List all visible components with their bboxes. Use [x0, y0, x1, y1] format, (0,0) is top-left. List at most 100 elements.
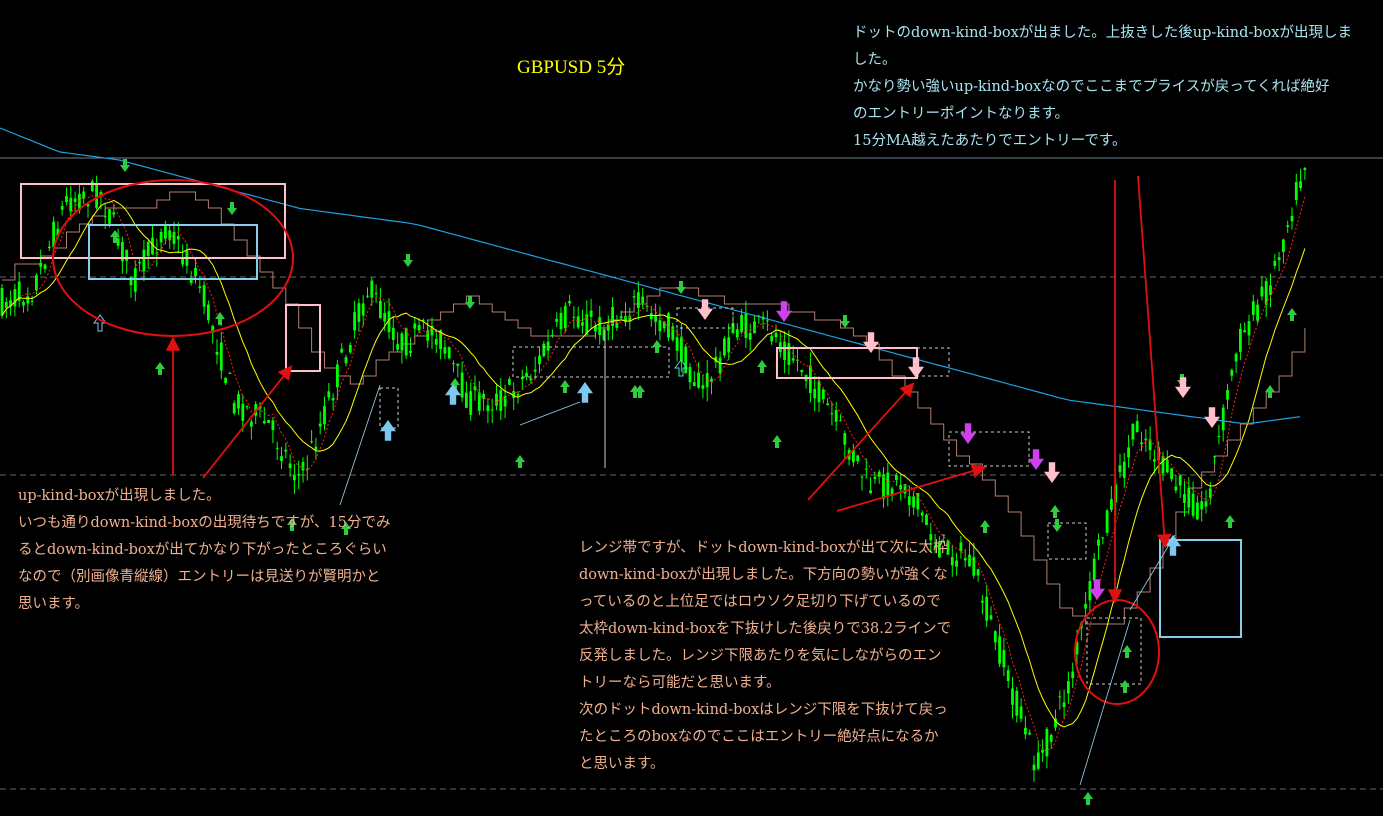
note-line: 太枠down-kind-boxを下抜けした後戻りで38.2ラインで [579, 621, 952, 637]
candle-body [972, 556, 976, 576]
candle-body [796, 359, 799, 361]
candle-body [1075, 642, 1079, 655]
candle-body [224, 377, 227, 384]
candle-body [1140, 442, 1143, 445]
candle-body [348, 344, 352, 353]
candle-body [271, 420, 275, 431]
candle-body [112, 212, 116, 215]
candle-body [744, 313, 748, 338]
candle-body [624, 315, 627, 323]
candle-body [35, 275, 38, 291]
candle-body [0, 288, 4, 316]
candle-body [585, 314, 589, 335]
candle-body [1217, 435, 1221, 437]
down-signal-arrow-icon [908, 357, 924, 378]
candle-body [581, 322, 584, 326]
candle-body [73, 198, 77, 203]
magenta-down-arrow-icon [960, 423, 976, 444]
chart-title: GBPUSD 5分 [517, 57, 626, 78]
candle-body [619, 316, 623, 319]
candle-body [839, 420, 842, 422]
candle-body [198, 286, 202, 288]
candle-body [864, 468, 868, 470]
dotted-kind-box [1047, 522, 1087, 560]
up-signal-arrow-icon [445, 384, 461, 405]
down-signal-arrow-icon [697, 299, 713, 320]
candle-body [181, 257, 184, 265]
note-line: たところのboxなのでここはエントリー絶好点になるか [579, 729, 939, 745]
candle-body [374, 293, 378, 295]
candle-body [598, 317, 602, 336]
magenta-down-arrow-icon [1089, 579, 1106, 600]
candle-body [1062, 702, 1066, 708]
candle-body [262, 420, 266, 424]
candle-body [662, 321, 666, 329]
candle-body [250, 421, 253, 427]
up-arrow-icon [1083, 792, 1093, 805]
candle-body [400, 333, 404, 351]
up-signal-arrow-icon [577, 382, 593, 403]
candle-body [13, 289, 17, 307]
candle-body [305, 468, 309, 470]
candle-body [1135, 421, 1139, 433]
candle-body [344, 357, 348, 364]
candle-body [697, 372, 700, 388]
candle-body [594, 326, 597, 332]
candle-body [1011, 688, 1014, 705]
down-signal-arrow-icon [1044, 462, 1061, 483]
candle-body [39, 262, 43, 267]
candle-body [1234, 353, 1238, 362]
candle-body [856, 455, 860, 462]
candle-body [1110, 499, 1113, 510]
candle-body [151, 237, 154, 255]
up-arrow-icon [1265, 385, 1275, 398]
candle-body [65, 196, 68, 203]
up-arrow-icon [652, 340, 662, 353]
candle-body [873, 476, 877, 480]
candle-body [615, 322, 619, 328]
candle-body [787, 343, 791, 365]
candle-body [219, 342, 223, 371]
candle-body [194, 267, 197, 277]
note-line: るとdown-kind-boxが出てかなり下がったところぐらい [18, 542, 387, 558]
candle-body [391, 327, 395, 340]
candle-body [963, 557, 967, 561]
annotation-arrow [1137, 175, 1172, 549]
annotation-arrow [836, 464, 987, 512]
candle-body [1273, 260, 1277, 266]
up-arrow-icon [980, 520, 990, 533]
candle-body [1161, 456, 1165, 474]
candle-body [1221, 407, 1225, 431]
candle-body [301, 462, 305, 471]
candle-body [989, 615, 993, 620]
candle-body [1131, 423, 1135, 440]
candle-body [1148, 439, 1152, 451]
note-line: っているのと上位足ではロウソク足切り下げているので [579, 594, 941, 610]
up-arrow-icon [1287, 308, 1297, 321]
up-signal-arrow-icon [380, 420, 396, 441]
candle-body [499, 389, 503, 411]
candle-body [821, 389, 825, 400]
candle-body [78, 193, 81, 211]
candle-body [1101, 537, 1105, 539]
candle-body [1097, 539, 1100, 546]
candle-body [920, 512, 924, 516]
candle-body [826, 403, 829, 406]
candle-body [370, 280, 374, 298]
candle-body [129, 276, 133, 286]
down-arrow-icon [840, 315, 850, 328]
candle-body [95, 184, 98, 208]
candle-body [740, 315, 743, 333]
note-line: のエントリーポイントなります。 [853, 106, 1070, 122]
candle-body [869, 490, 872, 494]
up-kind-box [285, 304, 321, 372]
candle-body [138, 262, 141, 264]
candle-body [731, 322, 735, 334]
trend-line [1129, 534, 1176, 611]
note-line: 反発しました。レンジ下限あたりを気にしながらのエン [579, 648, 942, 664]
trend-line [519, 401, 581, 426]
magenta-down-arrow-icon [1028, 449, 1045, 470]
candle-body [473, 385, 477, 391]
candle-body [1299, 181, 1302, 188]
candle-body [628, 315, 632, 322]
